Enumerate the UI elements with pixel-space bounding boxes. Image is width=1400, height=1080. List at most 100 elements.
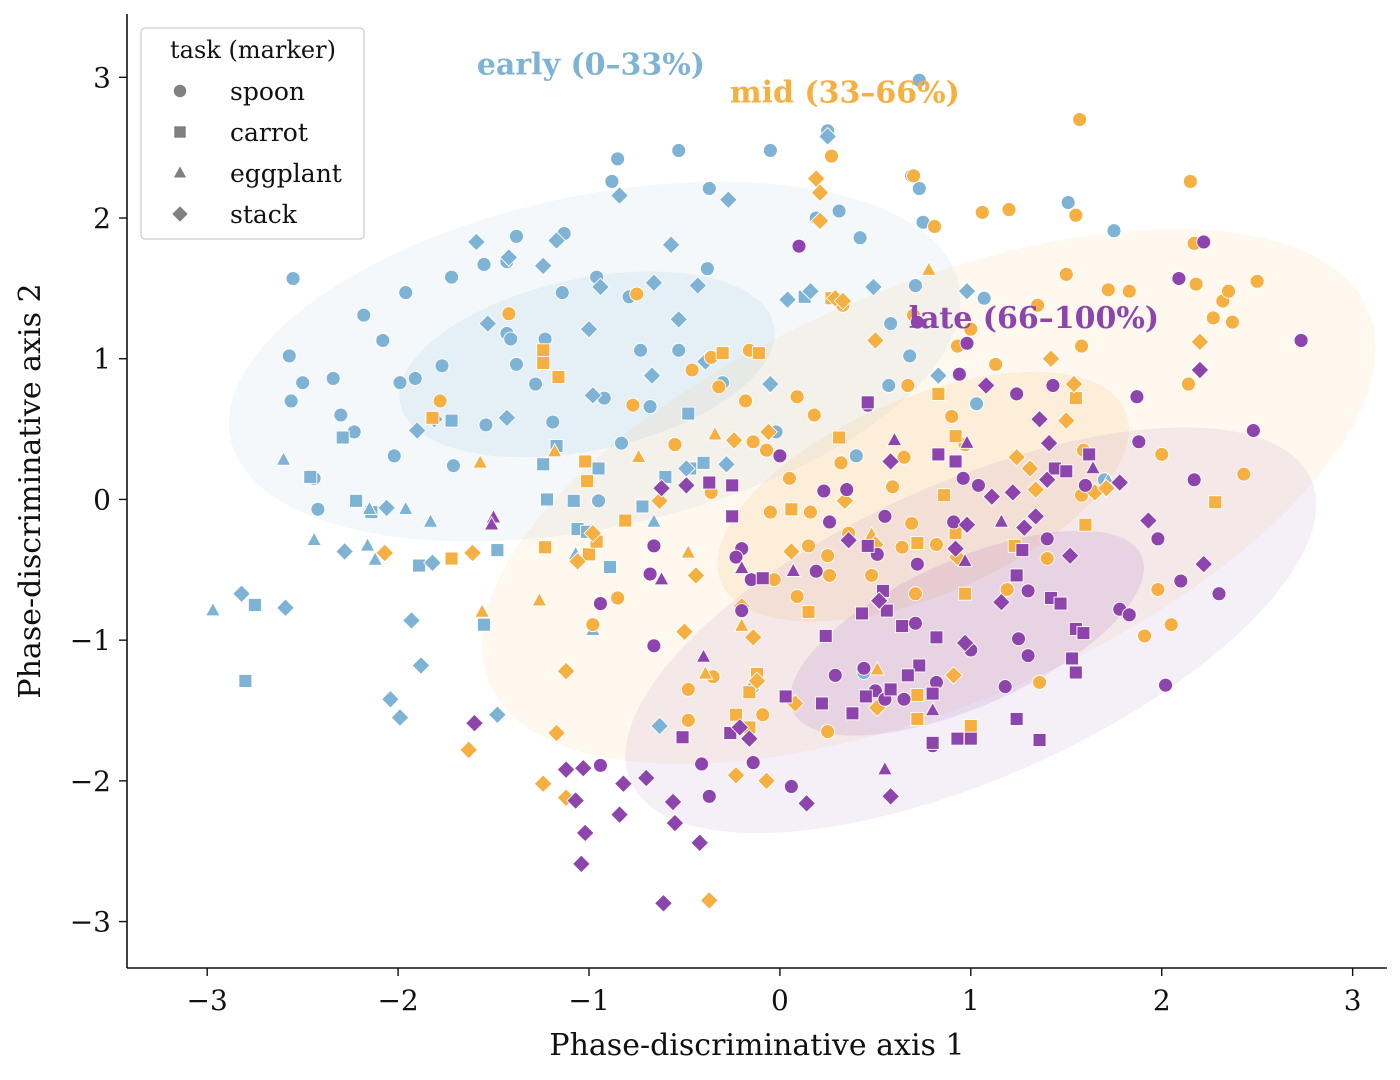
data-point-2-134 [946,539,965,559]
data-point-2-149 [1026,506,1046,526]
data-point-1-69 [1032,674,1047,690]
data-point-1-1 [432,393,448,409]
data-point-1-106 [742,685,757,700]
data-point-2-1 [909,314,925,330]
data-point-2-60 [931,447,946,462]
data-point-1-133 [583,523,603,543]
data-point-1-127 [459,740,479,760]
data-point-2-77 [912,658,927,673]
data-point-1-76 [762,504,778,520]
density-ellipse-2-0 [625,427,1317,834]
data-point-1-153 [1026,480,1046,500]
data-point-0-9 [356,307,372,323]
data-point-1-17 [927,219,942,234]
data-point-0-126 [642,366,662,386]
data-point-1-125 [375,543,395,563]
data-point-2-25 [877,508,893,524]
data-point-1-120 [697,664,714,680]
data-point-1-40 [963,321,979,337]
data-point-2-7 [1129,389,1145,405]
data-point-2-150 [982,487,1002,507]
data-point-0-23 [503,331,519,347]
data-point-1-113 [474,603,491,618]
axes: −3 −2 −1 0 1 2 3 −3 −2 −1 0 1 2 3 Phase-discriminative… [13,14,1387,1063]
data-point-2-34 [734,603,750,619]
data-point-1-81 [536,356,551,370]
data-point-1-79 [444,551,459,566]
data-point-0-70 [444,413,459,428]
data-point-0-89 [275,451,292,466]
x-tick-label-6: 3 [1344,984,1362,1017]
data-point-1-94 [937,488,952,503]
legend-label-carrot: carrot [230,118,308,147]
data-point-0-5 [762,143,778,158]
data-point-1-53 [929,537,944,552]
data-point-1-23 [1068,207,1084,223]
data-point-2-82 [814,696,829,711]
data-point-0-0 [434,358,450,374]
data-point-0-32 [699,261,715,277]
data-point-2-127 [797,793,817,813]
data-point-2-74 [963,731,978,746]
data-point-0-46 [848,448,864,464]
data-point-2-18 [1158,677,1173,693]
data-point-2-71 [1068,665,1083,680]
data-point-1-97 [1078,517,1093,532]
data-point-2-112 [465,713,484,733]
data-point-0-3 [671,143,687,158]
data-point-1-141 [726,765,746,785]
data-point-1-137 [724,430,744,450]
data-point-2-59 [860,395,875,410]
data-point-0-110 [466,232,486,252]
data-point-1-38 [1236,466,1252,482]
data-point-2-123 [690,833,710,853]
series-label-2: late (66–100%) [909,301,1160,336]
data-point-1-121 [733,617,750,632]
data-point-1-29 [1188,276,1204,292]
data-point-1-35 [1224,314,1240,330]
data-point-1-130 [547,723,566,743]
y-tick-label-0: −3 [70,906,111,939]
data-point-0-4 [701,181,717,196]
data-point-2-43 [783,779,799,794]
data-point-0-71 [536,457,551,472]
legend: task (marker) spoon carrot eggplant stack [140,27,365,240]
data-point-2-91 [948,454,963,469]
x-tick-label-0: −3 [187,984,228,1017]
data-point-1-8 [738,393,753,409]
data-point-0-111 [499,247,519,267]
data-point-0-50 [545,414,561,430]
data-point-2-85 [855,606,869,621]
data-point-2-96 [675,730,690,745]
data-point-2-9 [1171,271,1187,286]
data-point-2-126 [739,729,759,749]
data-point-1-86 [582,547,596,562]
data-point-2-113 [556,760,576,780]
data-point-2-73 [1032,733,1047,748]
data-point-0-138 [650,716,670,736]
data-point-2-78 [900,668,915,683]
legend-label-stack: stack [230,200,298,229]
data-point-1-156 [1056,411,1076,431]
data-point-2-2 [959,335,975,351]
data-point-0-115 [610,186,629,205]
data-point-0-43 [881,378,897,393]
data-point-2-103 [695,648,712,663]
data-point-2-21 [955,470,971,486]
data-point-1-51 [885,479,900,495]
data-point-0-66 [335,430,350,445]
data-point-2-114 [573,758,593,778]
data-point-1-107 [729,707,743,722]
data-point-0-98 [204,601,221,617]
data-point-0-91 [359,536,376,552]
data-point-0-34 [831,203,847,219]
data-point-1-68 [1039,551,1055,566]
data-point-1-20 [1001,202,1017,218]
data-point-2-47 [896,691,912,707]
data-point-2-39 [646,638,662,654]
data-point-0-30 [633,342,648,358]
data-point-1-100 [948,429,963,444]
data-point-2-0 [791,238,807,254]
data-point-0-114 [661,235,681,255]
